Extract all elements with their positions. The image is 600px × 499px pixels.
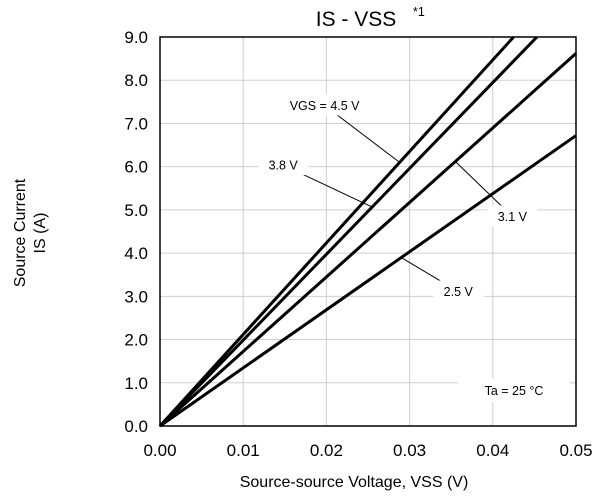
annotation-label: 3.1 V xyxy=(498,210,528,224)
y-axis-label-line2: IS (A) xyxy=(32,213,49,254)
annotation-label: VGS = 4.5 V xyxy=(290,99,360,113)
annotation-label-bg xyxy=(487,205,538,227)
x-tick-labels: 0.00 0.01 0.02 0.03 0.04 0.05 xyxy=(143,441,592,460)
series-line-2 xyxy=(158,35,538,428)
condition-label-bg xyxy=(458,378,570,402)
y-tick-label: 9.0 xyxy=(124,28,148,47)
y-tick-label: 8.0 xyxy=(124,71,148,90)
x-tick-label: 0.00 xyxy=(143,441,176,460)
annotation-label-bg xyxy=(278,94,372,116)
series-line-4 xyxy=(159,134,577,428)
y-tick-label: 5.0 xyxy=(124,201,148,220)
x-tick-label: 0.02 xyxy=(310,441,343,460)
chart-title-note: *1 xyxy=(413,5,425,19)
x-tick-label: 0.04 xyxy=(476,441,509,460)
y-tick-label: 0.0 xyxy=(124,417,148,436)
annotation-label: 2.5 V xyxy=(444,285,474,299)
series-lines xyxy=(158,35,578,428)
y-tick-label: 7.0 xyxy=(124,114,148,133)
annotations: VGS = 4.5 V 3.8 V 3.1 V 2.5 V xyxy=(258,94,538,302)
x-tick-label: 0.01 xyxy=(227,441,260,460)
y-tick-label: 3.0 xyxy=(124,287,148,306)
y-tick-labels: 0.0 1.0 2.0 3.0 4.0 5.0 6.0 7.0 8.0 9.0 xyxy=(124,28,148,436)
y-tick-label: 4.0 xyxy=(124,244,148,263)
x-axis-label: Source-source Voltage, VSS (V) xyxy=(240,474,469,491)
y-tick-label: 1.0 xyxy=(124,374,148,393)
annotation-label-bg xyxy=(433,280,484,302)
series-line-3 xyxy=(158,52,578,428)
series-line-1 xyxy=(158,35,515,428)
x-tick-label: 0.03 xyxy=(393,441,426,460)
y-tick-label: 2.0 xyxy=(124,331,148,350)
plot-frame xyxy=(159,36,577,427)
condition-label: Ta = 25 °C xyxy=(485,384,544,398)
annotation-label-bg xyxy=(258,154,309,176)
chart-title: IS - VSS xyxy=(316,8,397,31)
annotation-label: 3.8 V xyxy=(269,159,299,173)
y-axis-label-line1: Source Current xyxy=(12,178,29,287)
x-tick-label: 0.05 xyxy=(559,441,592,460)
y-tick-label: 6.0 xyxy=(124,158,148,177)
